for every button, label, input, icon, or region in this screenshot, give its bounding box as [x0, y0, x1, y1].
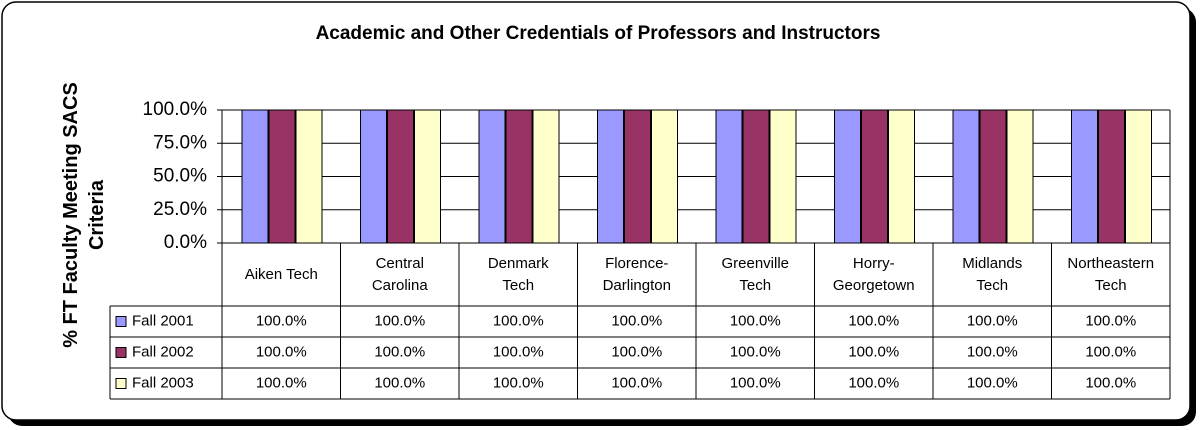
y-tick-label: 50.0%	[153, 166, 207, 187]
data-label: 100.0%	[730, 343, 781, 360]
legend-label: Fall 2003	[132, 374, 194, 391]
y-axis-label: % FT Faculty Meeting SACS Criteria	[60, 82, 108, 348]
data-label: 100.0%	[611, 343, 662, 360]
data-label: 100.0%	[1085, 343, 1136, 360]
data-label: 100.0%	[611, 374, 662, 391]
legend-swatch	[115, 347, 127, 358]
category-text: Horry-Georgetown	[832, 255, 915, 294]
data-label: 100.0%	[493, 312, 544, 329]
legend-label: Fall 2001	[132, 312, 194, 329]
bar	[268, 109, 296, 244]
x-tick-label: Midlands Tech	[933, 246, 1052, 304]
bar	[769, 109, 797, 244]
x-tick-label: Northeastern Tech	[1052, 246, 1171, 304]
data-label: 100.0%	[730, 312, 781, 329]
data-label: 100.0%	[1085, 374, 1136, 391]
data-label: 100.0%	[967, 312, 1018, 329]
data-label: 100.0%	[374, 312, 425, 329]
y-tick-label: 25.0%	[153, 199, 207, 220]
data-label: 100.0%	[256, 374, 307, 391]
bar	[597, 109, 624, 244]
category-text: Midlands Tech	[962, 255, 1023, 294]
bar	[478, 109, 506, 244]
data-label: 100.0%	[848, 343, 899, 360]
category-text: Greenville Tech	[721, 255, 790, 294]
bar	[715, 109, 743, 244]
chart-title: Academic and Other Credentials of Profes…	[316, 23, 881, 44]
y-tick-label: 100.0%	[143, 99, 208, 120]
data-label: 100.0%	[1085, 312, 1136, 329]
data-label: 100.0%	[848, 312, 899, 329]
bar	[295, 109, 323, 244]
data-label: 100.0%	[493, 343, 544, 360]
data-label: 100.0%	[256, 312, 307, 329]
bar	[952, 109, 980, 244]
data-label: 100.0%	[848, 374, 899, 391]
category-text: Central Carolina	[371, 255, 428, 294]
data-label: 100.0%	[967, 374, 1018, 391]
legend-swatch	[115, 316, 127, 327]
bar	[861, 109, 888, 244]
data-label: 100.0%	[730, 374, 781, 391]
bar	[360, 109, 387, 244]
legend-swatch	[115, 378, 127, 389]
bar	[1125, 109, 1152, 244]
data-label: 100.0%	[493, 374, 544, 391]
bar	[1006, 109, 1034, 244]
bar	[651, 109, 678, 244]
data-label: 100.0%	[374, 374, 425, 391]
frame	[1, 1, 1191, 421]
category-text: Aiken Tech	[244, 266, 318, 283]
y-tick-label: 0.0%	[164, 232, 207, 253]
bar	[888, 109, 915, 244]
bar	[532, 109, 560, 244]
bar	[1098, 109, 1125, 244]
data-label: 100.0%	[256, 343, 307, 360]
data-label: 100.0%	[967, 343, 1018, 360]
x-tick-label: Greenville Tech	[696, 246, 815, 304]
bar	[742, 109, 770, 244]
y-tick-label: 75.0%	[153, 132, 207, 153]
x-tick-label: Denmark Tech	[459, 246, 578, 304]
x-tick-label: Horry-Georgetown	[815, 246, 934, 304]
legend-label: Fall 2002	[132, 343, 194, 360]
x-tick-label: Florence-Darlington	[578, 246, 697, 304]
bar	[387, 109, 414, 244]
bar	[979, 109, 1007, 244]
category-text: Florence-Darlington	[602, 255, 671, 294]
bar	[414, 109, 441, 244]
bar	[1071, 109, 1098, 244]
bar	[834, 109, 861, 244]
bar	[505, 109, 533, 244]
data-label: 100.0%	[611, 312, 662, 329]
bar	[241, 109, 269, 244]
category-text: Denmark Tech	[487, 255, 549, 294]
x-tick-label: Central Carolina	[341, 246, 460, 304]
category-text: Northeastern Tech	[1067, 255, 1155, 294]
x-tick-label: Aiken Tech	[222, 246, 341, 304]
data-label: 100.0%	[374, 343, 425, 360]
bar	[624, 109, 651, 244]
